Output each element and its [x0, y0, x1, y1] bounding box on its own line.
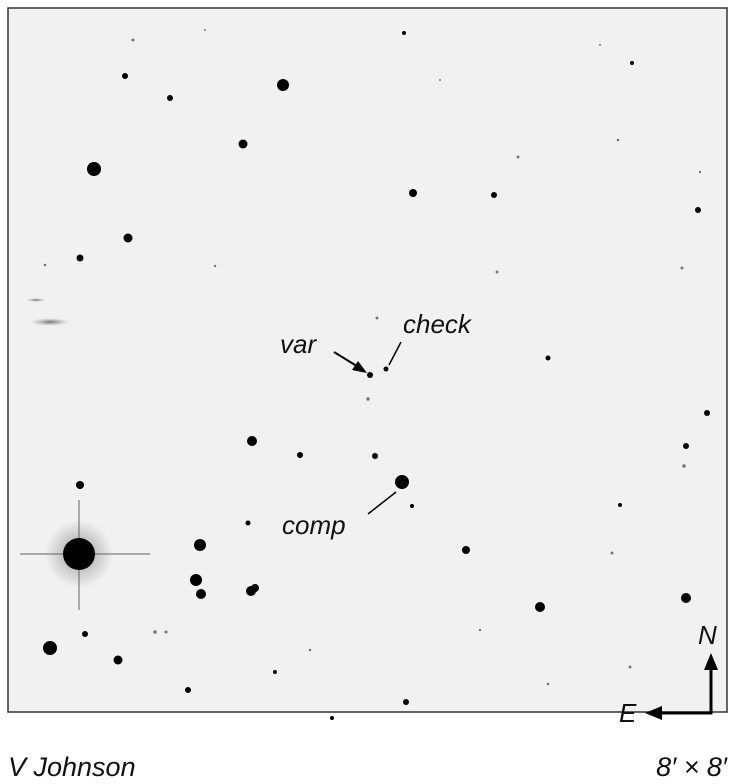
star	[277, 79, 289, 91]
star	[247, 436, 257, 446]
star	[273, 670, 277, 674]
star	[372, 453, 378, 459]
comp-pointer	[367, 491, 397, 515]
comp-label: comp	[282, 510, 346, 540]
star	[164, 630, 168, 634]
star	[409, 189, 417, 197]
star	[131, 38, 135, 42]
star	[491, 192, 497, 198]
star	[113, 655, 123, 665]
star	[123, 233, 133, 243]
star	[330, 716, 334, 720]
star	[535, 602, 545, 612]
star	[375, 316, 379, 320]
star	[43, 263, 47, 267]
star	[681, 593, 691, 603]
star	[546, 682, 550, 686]
east-label: E	[619, 698, 637, 728]
star	[87, 162, 101, 176]
star	[403, 699, 409, 705]
star	[367, 372, 373, 378]
star	[190, 574, 202, 586]
star	[683, 443, 689, 449]
star	[439, 79, 441, 81]
star	[704, 410, 710, 416]
north-arrowhead	[704, 653, 718, 670]
star	[194, 539, 206, 551]
star	[297, 452, 303, 458]
star	[82, 631, 88, 637]
star	[245, 520, 251, 526]
star	[599, 44, 601, 46]
star	[618, 503, 622, 507]
star	[63, 538, 95, 570]
field-caption: 8′ × 8′	[656, 752, 728, 782]
star	[167, 95, 173, 101]
star	[196, 589, 206, 599]
star	[238, 139, 248, 149]
var-label: var	[280, 329, 317, 359]
star	[395, 475, 409, 489]
star	[545, 355, 551, 361]
star	[462, 546, 470, 554]
check-pointer	[388, 341, 402, 366]
galaxy	[30, 318, 70, 326]
filter-caption: V Johnson	[8, 752, 136, 782]
star	[213, 264, 217, 268]
image-frame	[7, 7, 728, 713]
star	[698, 170, 702, 174]
star	[185, 687, 191, 693]
east-arrowhead	[645, 706, 662, 720]
star	[402, 31, 406, 35]
star	[495, 270, 499, 274]
star	[680, 266, 684, 270]
star	[410, 504, 414, 508]
star	[76, 481, 84, 489]
var-arrowhead	[352, 361, 367, 373]
star	[516, 155, 520, 159]
star	[628, 665, 632, 669]
check-label: check	[403, 309, 473, 339]
star	[204, 29, 206, 31]
star	[366, 397, 370, 401]
star	[695, 207, 701, 213]
galaxy	[26, 298, 46, 302]
north-label: N	[698, 620, 717, 650]
star	[610, 551, 614, 555]
star	[251, 584, 259, 592]
star	[153, 630, 157, 634]
star	[616, 138, 620, 142]
star	[630, 61, 634, 65]
star	[122, 73, 128, 79]
star-field	[43, 29, 710, 720]
star	[308, 648, 312, 652]
star	[478, 628, 482, 632]
star	[76, 254, 84, 262]
star	[43, 641, 57, 655]
star	[682, 464, 686, 468]
star	[383, 366, 389, 372]
